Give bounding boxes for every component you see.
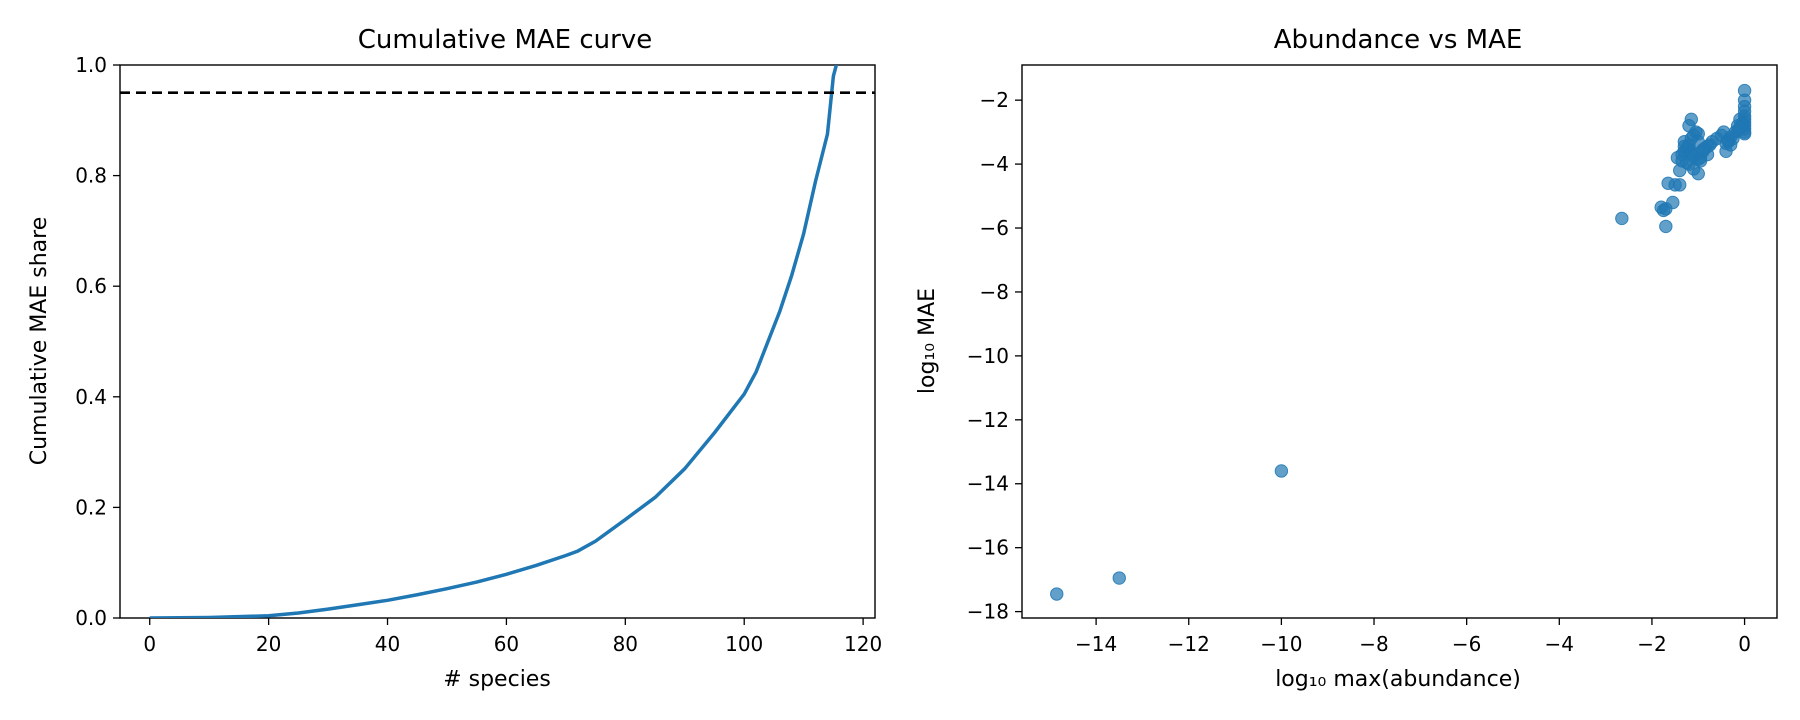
scatter-point [1659,202,1673,216]
left-y-tick-label: 0.0 [75,606,107,630]
scatter-point [1050,587,1064,601]
left-x-tick-label: 100 [725,632,763,656]
cumulative-mae-panel: Cumulative MAE curve 0 20 40 60 80 100 1200.00… [27,25,882,692]
right-y-tick-label: −6 [980,216,1009,240]
axis-ticks-left: 0 20 40 60 80 100 120 0.0 0.2 0.4 0.6 0.8 1.0 [75,53,882,656]
plot-frame-left [119,64,876,619]
left-x-tick-label: 0 [143,632,156,656]
y-axis-label-right: log₁₀ MAE [915,288,940,394]
right-y-tick-label: −14 [967,472,1009,496]
scatter-point [1691,166,1705,181]
x-axis-label-left: # species [443,667,551,692]
right-x-tick-label: −8 [1359,632,1388,656]
left-y-tick-label: 0.4 [75,385,107,409]
scatter-point [1659,219,1673,234]
right-y-tick-label: −16 [967,536,1009,560]
cumulative-mae-line [149,65,839,618]
right-y-tick-label: −4 [980,152,1009,176]
left-x-tick-label: 120 [844,632,882,656]
plot-area-left [120,65,875,618]
right-x-tick-label: −4 [1545,632,1574,656]
right-y-tick-label: −8 [980,280,1009,304]
right-x-tick-label: −10 [1260,632,1302,656]
left-x-tick-label: 60 [494,632,519,656]
axis-ticks-right: −14 −12 −10 −8 −6 −4 −2 0 −18 −16 −14 −12 −10 −8 −6 −4 −… [967,88,1751,656]
left-x-tick-label: 20 [256,632,281,656]
right-y-tick-label: −10 [967,344,1009,368]
chart-title-right: Abundance vs MAE [1274,25,1523,55]
plot-area-right [1050,83,1752,601]
left-y-tick-label: 1.0 [75,53,107,77]
scatter-point [1730,123,1745,138]
left-y-tick-label: 0.2 [75,495,107,519]
right-y-tick-label: −2 [980,88,1009,112]
right-y-tick-label: −12 [967,408,1009,432]
left-x-tick-label: 40 [375,632,400,656]
x-axis-label-right: log₁₀ max(abundance) [1275,667,1521,692]
chart-title-left: Cumulative MAE curve [358,25,652,55]
scatter-point [1719,136,1733,151]
right-y-tick-label: −18 [967,600,1009,624]
left-y-tick-label: 0.6 [75,274,107,298]
scatter-point [1274,464,1289,478]
right-x-tick-label: 0 [1738,632,1751,656]
right-x-tick-label: −14 [1075,632,1117,656]
scatter-point [1684,112,1699,127]
right-x-tick-label: −12 [1168,632,1210,656]
left-y-tick-label: 0.8 [75,164,107,188]
abundance-vs-mae-panel: Abundance vs MAE −14 −12 −10 −8 −6 −4 −2 0−18−1… [915,25,1778,692]
scatter-point [1615,211,1629,226]
scatter-point [1673,178,1687,192]
right-x-tick-label: −2 [1637,632,1666,656]
left-x-tick-label: 80 [613,632,638,656]
right-x-tick-label: −6 [1452,632,1481,656]
plot-frame-right [1021,64,1778,619]
y-axis-label-left: Cumulative MAE share [27,217,52,465]
scatter-point [1112,571,1126,585]
scatter-point [1691,152,1705,167]
